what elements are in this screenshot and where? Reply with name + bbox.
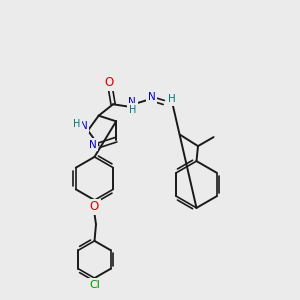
- Text: N: N: [89, 140, 97, 150]
- Text: H: H: [129, 105, 136, 115]
- Text: O: O: [90, 200, 99, 214]
- Text: N: N: [128, 97, 136, 107]
- Text: H: H: [73, 119, 80, 129]
- Text: Cl: Cl: [89, 280, 100, 290]
- Text: N: N: [148, 92, 156, 102]
- Text: N: N: [80, 121, 87, 131]
- Text: O: O: [105, 76, 114, 89]
- Text: H: H: [168, 94, 176, 104]
